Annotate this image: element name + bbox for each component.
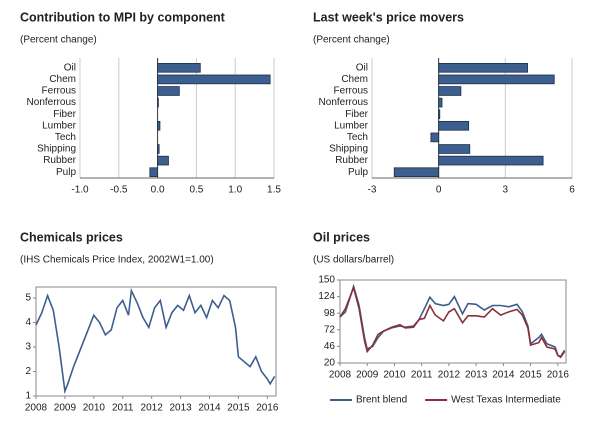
bar [157,120,161,131]
x-tick-label: 6 [569,185,575,196]
y-tick-label: 124 [318,291,335,302]
x-tick-label: 2013 [169,403,192,414]
chart-title: Contribution to MPI by component [20,10,226,24]
category-label: Lumber [334,120,369,131]
x-tick-label: 2015 [519,370,542,381]
x-tick-label: 2014 [492,370,515,381]
x-tick-label: 2016 [256,403,279,414]
x-tick-label: -0.5 [110,185,128,196]
bar [157,74,271,85]
y-tick-label: 150 [318,275,335,286]
chart-subtitle: (Percent change) [313,35,390,46]
plot-frame [339,279,567,364]
bar [438,97,443,108]
y-tick-label: 20 [324,358,336,369]
x-tick-label: 2008 [25,403,48,414]
category-label: Tech [55,132,76,143]
x-tick-label: 2011 [112,403,134,414]
x-tick-label: -1.0 [71,185,89,196]
x-tick-label: 2012 [438,370,461,381]
category-label: Tech [347,132,368,143]
x-tick-label: 1.0 [228,185,242,196]
chart-subtitle: (US dollars/barrel) [313,255,394,266]
bar [430,132,440,143]
x-tick-label: 2009 [356,370,379,381]
category-label: Oil [64,62,76,73]
category-label: Shipping [329,144,368,155]
y-tick-label: 72 [324,324,336,335]
bar [438,109,441,120]
bar [438,155,544,166]
y-tick-label: 46 [324,341,336,352]
category-label: Pulp [348,167,368,178]
category-label: Ferrous [42,86,76,97]
x-tick-label: 1.5 [267,185,281,196]
category-label: Nonferrous [27,97,76,108]
x-tick-label: 2012 [141,403,164,414]
category-label: Ferrous [334,86,368,97]
category-label: Chem [49,74,76,85]
x-tick-label: 2011 [411,370,433,381]
category-label: Chem [341,74,368,85]
y-tick-label: 4 [25,317,31,328]
category-label: Pulp [56,167,76,178]
x-tick-label: 2009 [54,403,77,414]
x-tick-label: 2015 [227,403,250,414]
x-tick-label: 0.5 [189,185,203,196]
y-tick-label: 5 [25,293,31,304]
x-tick-label: 2010 [83,403,106,414]
legend-label: Brent blend [356,395,407,406]
chart-title: Chemicals prices [20,230,123,244]
bar [157,144,160,154]
category-label: Fiber [345,109,368,120]
chart-subtitle: (Percent change) [20,35,97,46]
bar [149,167,158,178]
x-tick-label: 2008 [329,370,352,381]
y-tick-label: 3 [25,342,31,353]
x-tick-label: -3 [368,185,377,196]
bar [157,155,169,166]
bar [157,62,201,73]
x-tick-label: 2014 [198,403,221,414]
bar [438,86,462,96]
data-line [35,287,276,395]
bar [438,62,528,73]
data-line [339,285,566,359]
category-label: Rubber [335,155,368,166]
category-label: Shipping [37,144,76,155]
category-label: Lumber [42,120,77,131]
data-line [339,283,566,358]
y-tick-label: 1 [25,391,31,402]
chart-title: Oil prices [313,230,370,244]
plot-frame [35,286,277,397]
bar [157,97,159,108]
y-tick-label: 2 [25,366,31,377]
chart-title: Last week's price movers [313,10,464,24]
bar [157,86,180,96]
category-label: Rubber [43,155,76,166]
y-tick-label: 98 [324,308,336,319]
x-tick-label: 2010 [383,370,406,381]
bar [438,144,471,154]
legend-label: West Texas Intermediate [451,395,561,406]
chart-subtitle: (IHS Chemicals Price Index, 2002W1=1.00) [20,255,214,266]
category-label: Fiber [53,109,76,120]
x-tick-label: 0.0 [151,185,165,196]
x-tick-label: 2016 [547,370,570,381]
x-tick-label: 2013 [465,370,488,381]
bar [393,167,440,178]
x-tick-label: 0 [436,185,442,196]
bar [438,120,470,131]
category-label: Oil [356,62,368,73]
bar [438,74,555,85]
x-tick-label: 3 [503,185,509,196]
category-label: Nonferrous [319,97,368,108]
